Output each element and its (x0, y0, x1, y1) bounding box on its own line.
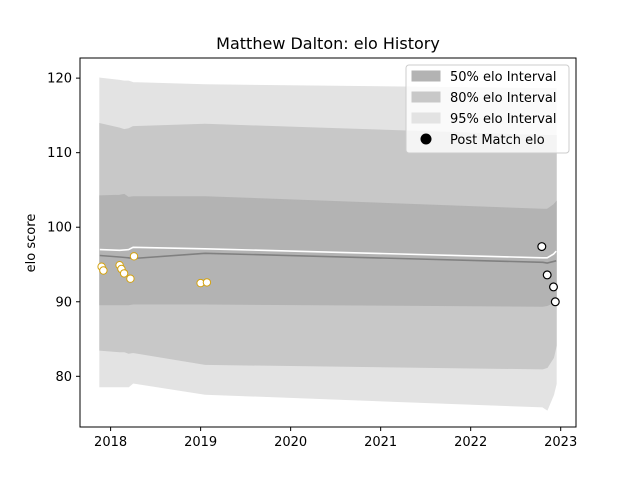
x-tick-label: 2020 (274, 435, 307, 450)
legend-swatch (411, 70, 441, 82)
legend-label: 80% elo Interval (450, 91, 557, 106)
y-tick-label: 90 (55, 295, 72, 310)
y-tick-label: 120 (47, 72, 72, 87)
elo-lines (99, 246, 557, 264)
legend-swatch (411, 91, 441, 103)
interval-bands (99, 77, 557, 411)
past-match-point (126, 274, 135, 283)
y-tick-label: 80 (55, 370, 72, 385)
current-elo-line (99, 246, 557, 259)
x-tick-label: 2022 (454, 435, 487, 450)
plot-frame (79, 57, 577, 428)
x-tick-label: 2021 (364, 435, 397, 450)
y-tick-label: 100 (47, 221, 72, 236)
legend-swatch (411, 112, 441, 124)
legend-label: Post Match elo (450, 133, 545, 148)
elo-points (97, 242, 560, 307)
past-match-point (202, 278, 212, 287)
x-axis: 2018 2019 2020 2021 2022 2023 (94, 427, 577, 450)
chart-title: Matthew Dalton: elo History (216, 34, 440, 53)
x-tick-label: 2018 (94, 435, 127, 450)
band-50-interval (99, 193, 557, 307)
post-match-point (550, 297, 560, 307)
x-tick-label: 2023 (544, 435, 577, 450)
legend-box (405, 64, 570, 154)
legend: 50% elo Interval 80% elo Interval 95% elo … (405, 64, 570, 154)
legend-label: 50% elo Interval (450, 70, 557, 85)
y-tick-label: 110 (47, 146, 72, 161)
post-match-point (537, 242, 547, 252)
y-axis: 80 90 100 110 120 (47, 72, 80, 385)
past-match-point (119, 269, 129, 278)
legend-marker (420, 133, 432, 145)
legend-label: 95% elo Interval (450, 112, 557, 127)
x-tick-label: 2019 (184, 435, 217, 450)
past-match-point (129, 252, 139, 261)
post-match-point (542, 270, 552, 280)
past-match-point (99, 266, 108, 275)
post-match-point (548, 282, 558, 292)
y-axis-label: elo score (24, 214, 39, 273)
mean-elo-line (99, 252, 557, 264)
